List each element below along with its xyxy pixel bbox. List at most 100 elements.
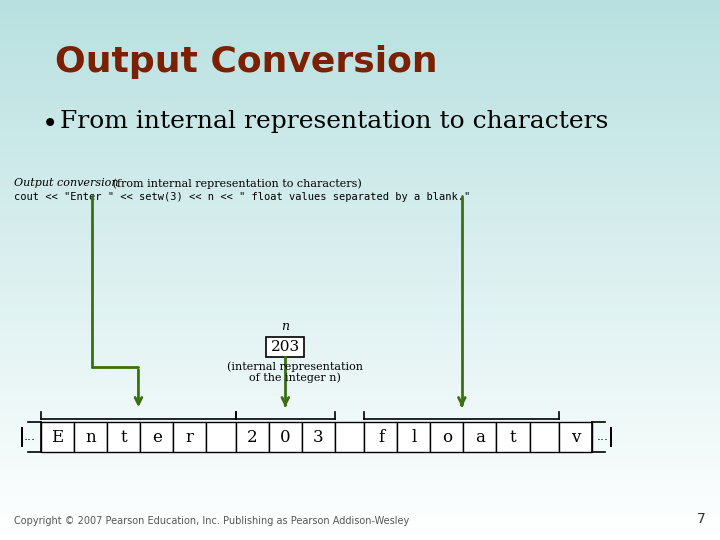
Bar — [0, 232, 720, 235]
Text: v: v — [571, 429, 580, 446]
Text: 203: 203 — [271, 340, 300, 354]
Bar — [0, 81, 720, 84]
Bar — [0, 351, 720, 354]
Bar — [0, 535, 720, 537]
Bar — [0, 526, 720, 529]
Bar — [0, 262, 720, 265]
Text: 2: 2 — [247, 429, 258, 446]
Bar — [0, 62, 720, 65]
Bar — [0, 65, 720, 68]
Bar — [0, 135, 720, 138]
Bar — [0, 267, 720, 270]
Bar — [0, 516, 720, 518]
Bar — [107, 422, 140, 452]
Bar — [0, 211, 720, 213]
Bar — [0, 400, 720, 402]
Bar — [0, 402, 720, 405]
Bar — [0, 256, 720, 259]
Bar — [0, 429, 720, 432]
Bar — [0, 221, 720, 224]
Bar — [0, 148, 720, 151]
Bar — [0, 19, 720, 22]
Bar — [0, 478, 720, 481]
Bar — [0, 76, 720, 78]
Bar — [0, 157, 720, 159]
Bar — [529, 422, 559, 452]
Bar — [0, 22, 720, 24]
Bar — [41, 422, 74, 452]
Bar — [140, 422, 173, 452]
Text: t: t — [510, 429, 516, 446]
Bar — [0, 116, 720, 119]
Bar — [0, 435, 720, 437]
Bar — [0, 92, 720, 94]
Bar — [0, 178, 720, 181]
Bar — [0, 154, 720, 157]
Bar — [0, 454, 720, 456]
Bar — [0, 370, 720, 373]
Bar — [302, 422, 335, 452]
Bar — [0, 251, 720, 254]
Bar — [0, 510, 720, 513]
Bar — [0, 184, 720, 186]
Bar — [0, 467, 720, 470]
Bar — [0, 505, 720, 508]
Bar — [0, 386, 720, 389]
Text: Output conversion: Output conversion — [14, 178, 119, 188]
Bar — [0, 446, 720, 448]
Bar — [0, 5, 720, 8]
Text: o: o — [442, 429, 452, 446]
Bar — [0, 130, 720, 132]
Bar — [0, 289, 720, 292]
Bar — [0, 524, 720, 526]
Bar — [0, 227, 720, 229]
Bar — [0, 472, 720, 475]
Text: cout << "Enter " << setw(3) << n << " float values separated by a blank.": cout << "Enter " << setw(3) << n << " fl… — [14, 192, 470, 202]
Bar — [0, 46, 720, 49]
Text: 7: 7 — [697, 512, 706, 526]
Bar — [0, 518, 720, 521]
Bar — [0, 200, 720, 202]
Bar — [0, 40, 720, 43]
Bar — [0, 332, 720, 335]
Bar — [0, 359, 720, 362]
Bar — [0, 348, 720, 351]
Text: a: a — [475, 429, 485, 446]
Bar — [0, 127, 720, 130]
Bar — [0, 248, 720, 251]
Bar — [397, 422, 431, 452]
Text: n: n — [282, 320, 289, 333]
Bar — [0, 224, 720, 227]
Bar — [0, 362, 720, 364]
Bar — [0, 451, 720, 454]
Bar — [0, 497, 720, 500]
Text: •: • — [42, 110, 58, 138]
Bar — [0, 413, 720, 416]
Text: ...: ... — [24, 430, 35, 443]
Bar — [0, 464, 720, 467]
Text: e: e — [152, 429, 161, 446]
Bar — [0, 111, 720, 113]
Bar — [0, 202, 720, 205]
Bar — [0, 313, 720, 316]
Bar — [0, 16, 720, 19]
Bar — [0, 68, 720, 70]
Bar — [0, 176, 720, 178]
Bar — [0, 51, 720, 54]
Bar — [0, 532, 720, 535]
Bar — [0, 78, 720, 81]
Bar — [236, 422, 269, 452]
Bar — [173, 422, 206, 452]
Bar — [0, 86, 720, 89]
Bar — [0, 300, 720, 302]
Bar — [0, 364, 720, 367]
Text: 3: 3 — [313, 429, 323, 446]
Bar — [364, 422, 397, 452]
Bar — [0, 316, 720, 319]
Bar — [0, 73, 720, 76]
Bar — [0, 324, 720, 327]
Text: (from internal representation to characters): (from internal representation to charact… — [109, 178, 361, 188]
Bar — [269, 422, 302, 452]
Bar — [0, 240, 720, 243]
Bar — [0, 186, 720, 189]
